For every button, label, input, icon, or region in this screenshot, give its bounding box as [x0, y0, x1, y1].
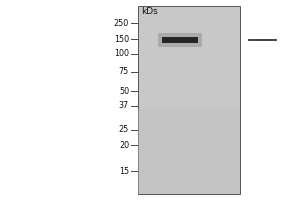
Text: 50: 50 — [119, 87, 129, 96]
Bar — [138, 6, 240, 194]
Bar — [138, 109, 240, 194]
Text: 25: 25 — [119, 126, 129, 134]
Text: 150: 150 — [114, 34, 129, 44]
Text: kDs: kDs — [141, 7, 158, 16]
Bar — [162, 37, 198, 43]
Text: 37: 37 — [119, 102, 129, 110]
Text: 75: 75 — [119, 68, 129, 76]
Text: 20: 20 — [119, 140, 129, 149]
Text: 15: 15 — [119, 166, 129, 176]
Bar — [158, 33, 202, 47]
Text: 250: 250 — [114, 19, 129, 27]
Text: 100: 100 — [114, 49, 129, 58]
